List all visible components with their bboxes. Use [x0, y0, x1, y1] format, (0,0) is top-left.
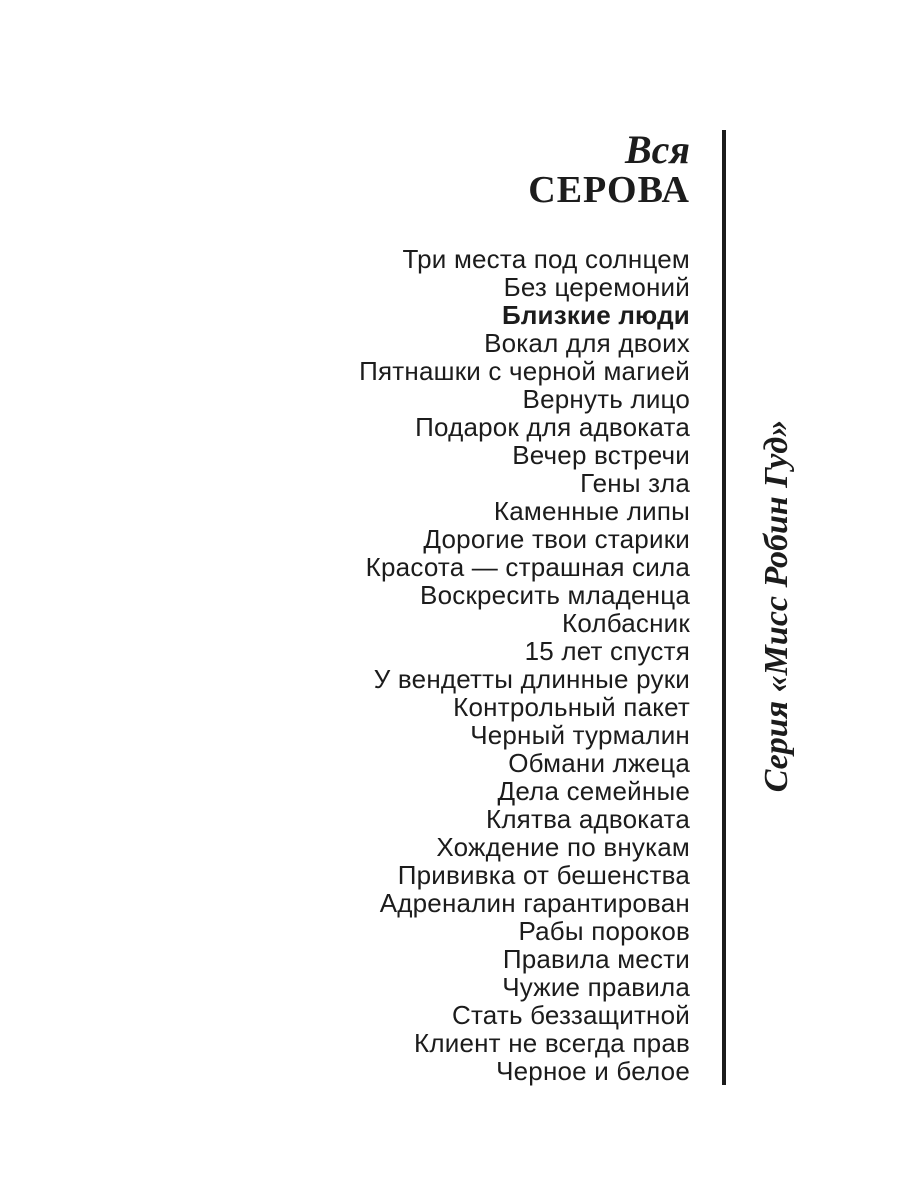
book-title: Дорогие твои старики — [423, 524, 690, 554]
book-title: Клятва адвоката — [485, 804, 690, 834]
book-title: Вокал для двоих — [484, 328, 690, 358]
book-title: Подарок для адвоката — [415, 412, 690, 442]
book-title: 15 лет спустя — [524, 636, 690, 666]
book-title: Правила мести — [502, 944, 690, 974]
book-title: Каменные липы — [493, 496, 690, 526]
book-title: Контрольный пакет — [453, 692, 690, 722]
book-title: Дела семейные — [497, 776, 690, 806]
vertical-rule — [722, 130, 726, 1085]
book-title: Хождение по внукам — [436, 832, 690, 862]
book-title: Пятнашки с черной магией — [359, 356, 690, 386]
author-prefix: Вся — [624, 127, 690, 172]
book-title: Вернуть лицо — [522, 384, 690, 414]
book-title: Близкие люди — [501, 300, 690, 330]
book-title: Стать беззащитной — [451, 1000, 690, 1030]
author-name: СЕРОВА — [528, 169, 690, 211]
book-title: Колбасник — [561, 608, 690, 638]
book-title: Три места под солнцем — [402, 244, 690, 274]
book-title: Чужие правила — [502, 972, 690, 1002]
book-title: Черный турмалин — [470, 720, 690, 750]
book-title: Вечер встречи — [512, 440, 690, 470]
author-header: Вся СЕРОВА — [528, 127, 690, 211]
book-title: Красота — страшная сила — [365, 552, 690, 582]
book-title: У вендетты длинные руки — [373, 664, 690, 694]
book-title: Обмани лжеца — [508, 748, 690, 778]
series-label: Серия «Мисс Робин Гуд» — [758, 419, 795, 793]
book-list: Три места под солнцем Без церемоний Близки… — [359, 245, 690, 1085]
book-title: Черное и белое — [496, 1056, 690, 1086]
book-title: Воскресить младенца — [420, 580, 690, 610]
book-title: Рабы пороков — [518, 916, 690, 946]
book-title: Адреналин гарантирован — [379, 888, 690, 918]
book-title: Прививка от бешенства — [397, 860, 690, 890]
book-title: Гены зла — [580, 468, 690, 498]
book-title: Клиент не всегда прав — [414, 1028, 690, 1058]
book-title: Без церемоний — [503, 272, 690, 302]
